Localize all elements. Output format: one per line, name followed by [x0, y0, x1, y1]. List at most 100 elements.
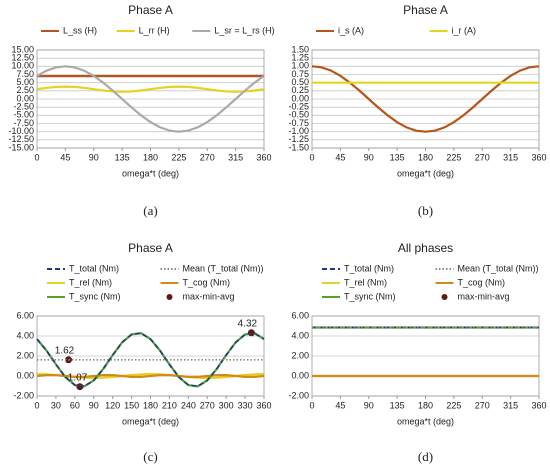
- y-tick-label: 15.00: [11, 44, 34, 54]
- y-tick-label: 1.50: [291, 44, 309, 54]
- y-tick-label: 0.50: [291, 77, 309, 87]
- x-axis-title: omega*t (deg): [397, 416, 454, 426]
- legend-label: T_rel (Nm): [69, 277, 112, 287]
- caption: (d): [418, 449, 433, 464]
- y-tick-label: 0.00: [291, 370, 309, 380]
- legend-label: max-min-avg: [458, 291, 510, 301]
- x-axis-title: omega*t (deg): [122, 168, 179, 178]
- legend-label: i_s (A): [338, 25, 364, 35]
- y-tick-label: -10.00: [8, 126, 34, 136]
- x-tick-label: 0: [34, 152, 39, 162]
- x-tick-label: 0: [34, 400, 39, 410]
- x-tick-label: 180: [418, 400, 433, 410]
- y-tick-label: 6.00: [16, 310, 34, 320]
- y-tick-label: 0.75: [291, 69, 309, 79]
- x-tick-label: 360: [531, 152, 546, 162]
- x-tick-label: 135: [390, 400, 405, 410]
- y-tick-label: 12.50: [11, 53, 34, 63]
- x-tick-label: 240: [181, 400, 196, 410]
- x-tick-label: 30: [51, 400, 61, 410]
- x-tick-label: 270: [200, 152, 215, 162]
- y-tick-label: 0.25: [291, 85, 309, 95]
- x-tick-label: 90: [364, 152, 374, 162]
- legend-label: L_sr = L_rs (H): [214, 25, 274, 35]
- y-tick-label: 1.25: [291, 53, 309, 63]
- x-tick-label: 120: [105, 400, 120, 410]
- x-tick-label: 210: [162, 400, 177, 410]
- x-tick-label: 225: [446, 400, 461, 410]
- x-tick-label: 315: [503, 400, 518, 410]
- legend-label: T_sync (Nm): [344, 291, 396, 301]
- x-tick-label: 90: [89, 152, 99, 162]
- x-tick-label: 270: [475, 400, 490, 410]
- y-tick-label: 2.00: [291, 350, 309, 360]
- series-line: [36, 65, 265, 133]
- y-tick-label: -7.50: [13, 118, 34, 128]
- legend-label: T_cog (Nm): [183, 277, 231, 287]
- data-label: -1.07: [64, 372, 87, 383]
- y-tick-label: 2.50: [16, 85, 34, 95]
- legend-label: L_rr (H): [139, 25, 170, 35]
- y-tick-label: -5.00: [13, 110, 34, 120]
- chart-title: Phase A: [128, 3, 173, 17]
- x-tick-label: 180: [143, 400, 158, 410]
- series-line: [36, 332, 265, 388]
- y-tick-label: -1.25: [288, 134, 309, 144]
- caption: (c): [143, 449, 157, 464]
- x-tick-label: 45: [335, 152, 345, 162]
- y-tick-label: 4.00: [16, 330, 34, 340]
- x-tick-label: 180: [418, 152, 433, 162]
- legend-marker: [441, 294, 448, 300]
- x-axis-title: omega*t (deg): [122, 416, 179, 426]
- y-tick-label: -2.50: [13, 102, 34, 112]
- y-tick-label: -15.00: [8, 142, 34, 152]
- x-tick-label: 315: [503, 152, 518, 162]
- data-point: [76, 383, 84, 391]
- x-tick-label: 300: [219, 400, 234, 410]
- chart-title: All phases: [398, 241, 453, 255]
- y-tick-label: -0.50: [288, 110, 309, 120]
- chart-title: Phase A: [403, 3, 448, 17]
- chart-title: Phase A: [128, 241, 173, 255]
- legend-label: L_ss (H): [63, 25, 97, 35]
- data-label: 4.32: [238, 318, 258, 329]
- y-tick-label: -2.00: [288, 390, 309, 400]
- x-tick-label: 45: [335, 400, 345, 410]
- x-tick-label: 150: [124, 400, 139, 410]
- legend-label: T_sync (Nm): [69, 291, 121, 301]
- x-tick-label: 330: [238, 400, 253, 410]
- y-tick-label: -2.00: [13, 390, 34, 400]
- y-tick-label: 6.00: [291, 310, 309, 320]
- series-line: [36, 374, 265, 378]
- y-tick-label: 5.00: [16, 77, 34, 87]
- x-tick-label: 0: [309, 400, 314, 410]
- x-tick-label: 135: [390, 152, 405, 162]
- y-tick-label: 0.00: [291, 93, 309, 103]
- series-line: [36, 85, 265, 93]
- caption: (b): [418, 203, 433, 218]
- x-tick-label: 270: [475, 152, 490, 162]
- x-tick-label: 60: [70, 400, 80, 410]
- legend-label: i_r (A): [452, 25, 477, 35]
- x-tick-label: 360: [531, 400, 546, 410]
- y-tick-label: 2.00: [16, 350, 34, 360]
- x-tick-label: 315: [228, 152, 243, 162]
- legend-marker: [166, 294, 173, 300]
- caption: (a): [143, 203, 157, 218]
- y-tick-label: 7.50: [16, 69, 34, 79]
- x-tick-label: 360: [256, 152, 271, 162]
- legend-label: Mean (T_total (Nm)): [183, 263, 264, 273]
- x-axis-title: omega*t (deg): [397, 168, 454, 178]
- legend-label: T_rel (Nm): [344, 277, 387, 287]
- y-tick-label: 10.00: [11, 61, 34, 71]
- legend-label: T_cog (Nm): [458, 277, 506, 287]
- y-tick-label: -12.50: [8, 134, 34, 144]
- x-tick-label: 225: [171, 152, 186, 162]
- x-tick-label: 180: [143, 152, 158, 162]
- x-tick-label: 90: [89, 400, 99, 410]
- x-tick-label: 45: [60, 152, 70, 162]
- y-tick-label: 0.00: [16, 93, 34, 103]
- y-tick-label: -1.50: [288, 142, 309, 152]
- data-label: 1.62: [55, 345, 75, 356]
